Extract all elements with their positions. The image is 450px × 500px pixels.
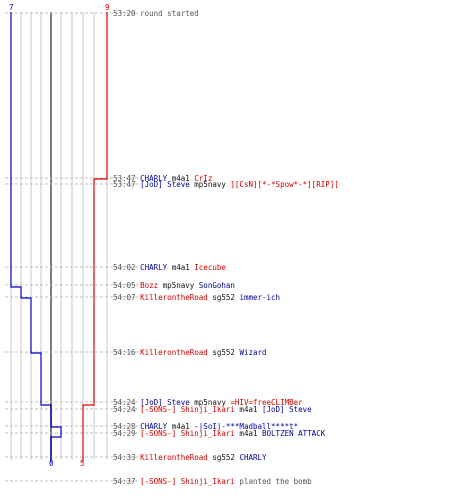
lane-grid (10, 12, 108, 460)
event-text: ][CsN][*-*Spow*-*][RIP][ (230, 180, 338, 189)
event-text: m4a1 (235, 405, 262, 414)
event-text: sg552 (208, 293, 240, 302)
event-text: m4a1 (167, 263, 194, 272)
event-text: Icecube (194, 263, 226, 272)
event-text: [-SONS-] Shinji_Ikari (136, 405, 235, 414)
team-b-end-count: 5 (80, 459, 85, 468)
event-row: 54:02 CHARLY m4a1 Icecube (113, 263, 226, 272)
team-a-end-count: 0 (49, 459, 54, 468)
event-time: 54:05 (113, 281, 136, 290)
event-text: KillerontheRoad (136, 453, 208, 462)
team-a-line (10, 12, 62, 462)
event-log: 53:20 round started 53:47 CHARLY m4a1 CrI… (113, 9, 339, 486)
event-text: BOLTZEN ATTACK (262, 429, 326, 438)
event-time: 54:24 (113, 405, 136, 414)
event-row: 54:29 [-SONS-] Shinji_Ikari m4a1 BOLTZEN… (113, 429, 326, 438)
event-text: SonGohan (199, 281, 235, 290)
event-row: 53:47 [JoD] Steve mp5navy ][CsN][*-*Spow… (113, 180, 339, 189)
team-b-line (82, 12, 108, 462)
event-time: 53:47 (113, 174, 136, 183)
event-row: 53:20 round started (113, 9, 199, 18)
event-text: m4a1 (235, 429, 262, 438)
event-row: 54:33 KillerontheRoad sg552 CHARLY (113, 453, 267, 462)
team-b-start-count: 9 (105, 3, 110, 12)
event-time: 54:24 (113, 398, 136, 407)
event-text: CrIz (194, 174, 212, 183)
team-lines (10, 12, 108, 462)
event-time: 53:47 (113, 180, 136, 189)
event-text: [-SONS-] Shinji_Ikari (136, 477, 235, 486)
event-dashes (5, 12, 140, 482)
event-text: m4a1 (167, 174, 194, 183)
count-labels: 7 9 0 5 (9, 3, 110, 468)
event-text: [-SONS-] Shinji_Ikari (136, 429, 235, 438)
event-text: [JoD] Steve (136, 180, 191, 189)
event-text: immer-ich (239, 293, 280, 302)
event-text: mp5navy (190, 180, 231, 189)
event-row: 53:47 CHARLY m4a1 CrIz (113, 174, 212, 183)
event-row: 54:16 KillerontheRoad sg552 Wizard (113, 348, 267, 357)
event-time: 53:20 (113, 9, 136, 18)
event-text: sg552 (208, 453, 240, 462)
event-time: 54:29 (113, 429, 136, 438)
event-text: Bozz (136, 281, 159, 290)
event-time: 54:28 (113, 422, 136, 431)
event-text: Wizard (239, 348, 266, 357)
event-text: CHARLY (239, 453, 267, 462)
event-text: KillerontheRoad (136, 293, 208, 302)
event-row: 54:24 [JoD] Steve mp5navy =HIV=freeCLIMB… (113, 398, 303, 407)
event-text: sg552 (208, 348, 240, 357)
event-text: CHARLY (136, 263, 168, 272)
event-row: 54:05 Bozz mp5navy SonGohan (113, 281, 235, 290)
event-text: -|SoI|-***Madball****t* (194, 422, 298, 431)
event-text: KillerontheRoad (136, 348, 208, 357)
event-text: [JoD] Steve (136, 398, 191, 407)
event-text: m4a1 (167, 422, 194, 431)
event-text: [JoD] Steve (262, 405, 312, 414)
event-text: =HIV=freeCLIMBer (230, 398, 303, 407)
event-time: 54:33 (113, 453, 136, 462)
event-text: mp5navy (190, 398, 231, 407)
event-time: 54:37 (113, 477, 136, 486)
event-time: 54:02 (113, 263, 136, 272)
event-text: CHARLY (136, 174, 168, 183)
event-text: CHARLY (136, 422, 168, 431)
event-row: 54:28 CHARLY m4a1 -|SoI|-***Madball****t… (113, 422, 298, 431)
event-time: 54:07 (113, 293, 136, 302)
event-text: mp5navy (158, 281, 199, 290)
event-text: planted the bomb (235, 477, 312, 486)
event-row: 54:37 [-SONS-] Shinji_Ikari planted the … (113, 477, 312, 486)
event-row: 54:24 [-SONS-] Shinji_Ikari m4a1 [JoD] S… (113, 405, 312, 414)
team-a-start-count: 7 (9, 3, 14, 12)
event-text: round started (136, 9, 199, 18)
event-row: 54:07 KillerontheRoad sg552 immer-ich (113, 293, 280, 302)
event-time: 54:16 (113, 348, 136, 357)
